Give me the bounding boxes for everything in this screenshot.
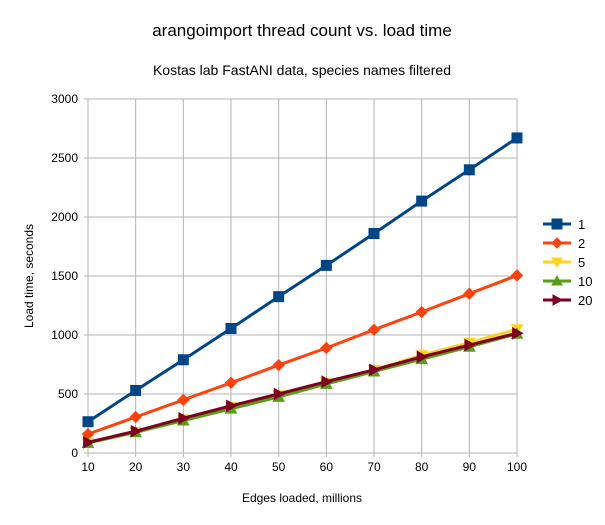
x-tick-label: 90 [463, 460, 477, 474]
legend-swatch-marker [551, 257, 563, 269]
legend-swatch-marker [552, 294, 564, 306]
data-point [510, 269, 524, 282]
series-line [87, 136, 518, 423]
x-tick-label: 100 [507, 460, 527, 474]
data-point [83, 436, 95, 449]
data-point [273, 291, 285, 303]
data-point [320, 259, 332, 271]
data-point [129, 410, 142, 424]
data-point [178, 411, 190, 425]
data-point [130, 424, 143, 438]
legend-label: 2 [578, 236, 585, 251]
x-tick-label: 70 [367, 460, 381, 474]
data-point [511, 132, 523, 144]
x-tick-label: 30 [177, 460, 191, 474]
x-tick-label: 20 [129, 460, 143, 474]
legend-item: 10 [543, 274, 592, 289]
data-point [272, 358, 285, 372]
x-axis-ticks: 10 20 30 40 50 60 70 80 90 100 [81, 460, 527, 474]
data-point [226, 399, 238, 413]
y-tick-label: 2500 [51, 151, 78, 165]
data-point [130, 384, 142, 396]
y-axis-ticks: 0 500 1000 1500 2000 2500 3000 [51, 92, 78, 460]
series-20 [83, 326, 524, 449]
data-point [273, 387, 286, 401]
x-tick-label: 10 [81, 460, 95, 474]
gridlines [84, 98, 518, 457]
series-group [81, 132, 524, 450]
x-tick-label: 40 [224, 460, 238, 474]
legend-label: 10 [578, 274, 592, 289]
legend-item: 1 [543, 217, 585, 232]
data-point [415, 305, 428, 319]
data-point [416, 195, 428, 207]
series-2 [81, 269, 524, 441]
data-point [224, 376, 238, 389]
x-tick-label: 50 [272, 460, 286, 474]
x-tick-label: 80 [415, 460, 429, 474]
series-1 [82, 132, 523, 428]
x-axis-title: Edges loaded, millions [242, 491, 362, 505]
y-tick-label: 0 [71, 446, 78, 460]
legend: 1 2 5 10 20 [543, 217, 592, 308]
x-tick-label: 60 [320, 460, 334, 474]
legend-label: 20 [578, 293, 592, 308]
data-point [369, 363, 381, 377]
series-line [87, 331, 518, 444]
y-tick-label: 3000 [51, 92, 78, 106]
data-point [463, 164, 475, 176]
data-point [321, 375, 333, 388]
data-point [177, 354, 189, 366]
data-point [464, 338, 476, 352]
data-point [512, 326, 524, 340]
data-point [368, 228, 380, 240]
series-line [87, 332, 518, 445]
data-point [225, 323, 237, 335]
legend-item: 2 [543, 236, 585, 251]
chart-title: arangoimport thread count vs. load time [152, 21, 452, 40]
legend-swatch-marker [551, 274, 563, 286]
data-point [82, 416, 94, 428]
legend-label: 5 [578, 255, 585, 270]
data-point [177, 393, 190, 407]
y-axis-title: Load time, seconds [22, 224, 36, 328]
y-tick-label: 500 [58, 387, 78, 401]
data-point [367, 323, 381, 336]
y-tick-label: 2000 [51, 210, 78, 224]
y-tick-label: 1500 [51, 269, 78, 283]
legend-swatch-marker [551, 237, 563, 249]
chart-subtitle: Kostas lab FastANI data, species names f… [153, 62, 451, 78]
legend-item: 5 [543, 255, 585, 270]
data-point [416, 350, 429, 364]
legend-label: 1 [578, 217, 585, 232]
y-tick-label: 1000 [51, 328, 78, 342]
data-point [463, 287, 476, 300]
legend-swatch-marker [551, 218, 563, 230]
series-line [87, 274, 518, 436]
legend-item: 20 [543, 293, 592, 308]
data-point [320, 341, 333, 355]
